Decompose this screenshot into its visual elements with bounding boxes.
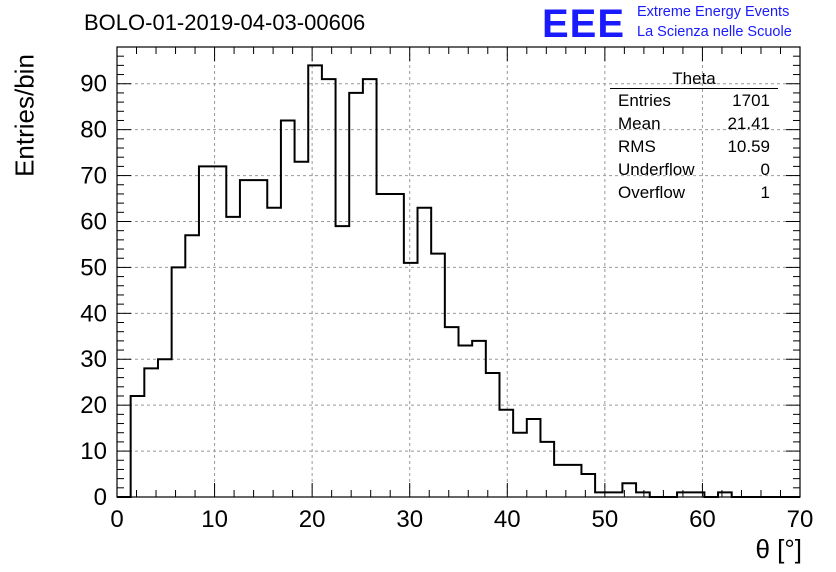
y-tick-label: 50 [80, 254, 107, 281]
histogram-bin [363, 79, 377, 497]
histogram-bin [281, 120, 295, 497]
histogram-bin [131, 396, 145, 497]
histogram-bin [336, 226, 350, 497]
histogram-bin [486, 373, 500, 497]
histogram-bin [254, 180, 268, 497]
y-tick-label: 70 [80, 163, 107, 190]
x-axis-label: θ [°] [755, 534, 802, 564]
histogram-bin [199, 166, 213, 497]
stats-value: 10.59 [727, 137, 770, 156]
histogram-bin [445, 327, 459, 497]
x-tick-label: 0 [110, 506, 123, 533]
histogram-bin [540, 442, 554, 497]
histogram-bin [404, 263, 418, 497]
x-tick-label: 20 [299, 506, 326, 533]
histogram-bin [172, 267, 186, 497]
histogram-bin [418, 208, 432, 497]
stats-label: Overflow [618, 183, 686, 202]
x-tick-label: 70 [787, 506, 814, 533]
histogram-bin [295, 162, 309, 497]
x-tick-label: 30 [396, 506, 423, 533]
x-tick-label: 10 [201, 506, 228, 533]
histogram-bin [185, 235, 199, 497]
histogram-bin [431, 254, 445, 497]
stats-row-rms: RMS 10.59 [610, 135, 778, 158]
eee-logo: EEE [542, 2, 626, 46]
y-tick-label: 20 [80, 392, 107, 419]
stats-row-overflow: Overflow 1 [610, 181, 778, 204]
y-tick-label: 10 [80, 438, 107, 465]
histogram-bin [144, 368, 158, 497]
stats-label: Underflow [618, 160, 695, 179]
logo-line-2: La Scienza nelle Scuole [637, 24, 792, 40]
histogram-bin [240, 180, 254, 497]
histogram-bin [581, 474, 595, 497]
y-tick-label: 80 [80, 117, 107, 144]
stats-label: Entries [618, 91, 671, 110]
stats-value: 0 [760, 160, 770, 179]
stats-label: Mean [618, 114, 661, 133]
histogram-bin [349, 93, 363, 497]
x-tick-label: 50 [592, 506, 619, 533]
histogram-bin [527, 419, 541, 497]
y-tick-label: 40 [80, 300, 107, 327]
histogram-bin [267, 208, 281, 497]
x-tick-label: 60 [689, 506, 716, 533]
chart-title: BOLO-01-2019-04-03-00606 [84, 10, 366, 35]
histogram-bin [568, 465, 582, 497]
histogram-bin [158, 359, 172, 497]
histogram-bin [472, 341, 486, 497]
histogram-line [117, 64, 800, 498]
histogram-bin [226, 217, 240, 497]
y-tick-label: 30 [80, 346, 107, 373]
x-tick-label: 40 [494, 506, 521, 533]
stats-label: RMS [618, 137, 656, 156]
stats-row-underflow: Underflow 0 [610, 158, 778, 181]
logo-line-1: Extreme Energy Events [637, 4, 790, 20]
histogram-bin [459, 345, 473, 497]
stats-value: 21.41 [727, 114, 770, 133]
stats-value: 1 [760, 183, 770, 202]
stats-row-mean: Mean 21.41 [610, 112, 778, 135]
stats-title: Theta [610, 70, 778, 89]
y-axis-label: Entries/bin [9, 54, 40, 177]
histogram-bin [499, 410, 513, 497]
y-tick-label: 0 [94, 484, 107, 511]
plot-frame [116, 46, 801, 498]
histogram-bin [513, 433, 527, 497]
stats-row-entries: Entries 1701 [610, 89, 778, 112]
stats-value: 1701 [732, 91, 770, 110]
histogram-bin [322, 79, 336, 497]
stats-box: Theta Entries 1701 Mean 21.41 RMS 10.59 … [610, 70, 778, 204]
y-tick-label: 60 [80, 208, 107, 235]
y-tick-label: 90 [80, 71, 107, 98]
